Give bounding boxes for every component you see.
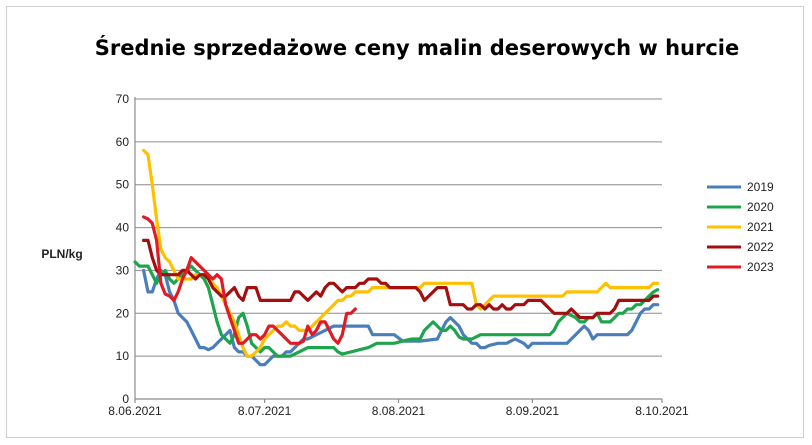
y-tick-label: 30 (116, 263, 130, 277)
y-tick-label: 50 (116, 178, 130, 192)
y-tick-label: 40 (116, 221, 130, 235)
y-tick-label: 70 (116, 92, 130, 106)
x-tick-label: 8.06.2021 (108, 404, 162, 418)
y-axis-label: PLN/kg (41, 247, 82, 261)
legend-label-2020: 2020 (747, 200, 774, 214)
legend-label-2019: 2019 (747, 180, 774, 194)
series-line-2022 (142, 238, 660, 320)
series-line-2019 (142, 268, 660, 367)
grid-layer (135, 98, 662, 357)
series-line-2023 (142, 215, 357, 345)
x-tick-label: 8.10.2021 (635, 404, 689, 418)
legend-label-2022: 2022 (747, 240, 774, 254)
legend: 2019 2020 2021 2022 2023 (707, 180, 774, 274)
y-tick-label: 60 (116, 135, 130, 149)
chart-frame: Średnie sprzedażowe ceny malin deserowyc… (6, 6, 804, 438)
x-tick-label: 8.07.2021 (238, 404, 292, 418)
legend-label-2023: 2023 (747, 260, 774, 274)
axis-layer: 0 10 20 30 40 50 60 70 8.06.2021 8.07.2021 8.08.20… (108, 92, 689, 418)
series-line-2021 (142, 148, 660, 358)
y-tick-label: 10 (116, 349, 130, 363)
series-layer (133, 148, 660, 367)
y-tick-label: 20 (116, 306, 130, 320)
chart-title: Średnie sprzedażowe ceny malin deserowyc… (95, 35, 739, 60)
legend-label-2021: 2021 (747, 220, 774, 234)
x-tick-label: 8.08.2021 (372, 404, 426, 418)
x-tick-label: 8.09.2021 (506, 404, 560, 418)
series-line-2020 (133, 260, 660, 358)
chart-svg: Średnie sprzedażowe ceny malin deserowyc… (41, 35, 774, 418)
y-tick-label: 0 (122, 392, 129, 406)
